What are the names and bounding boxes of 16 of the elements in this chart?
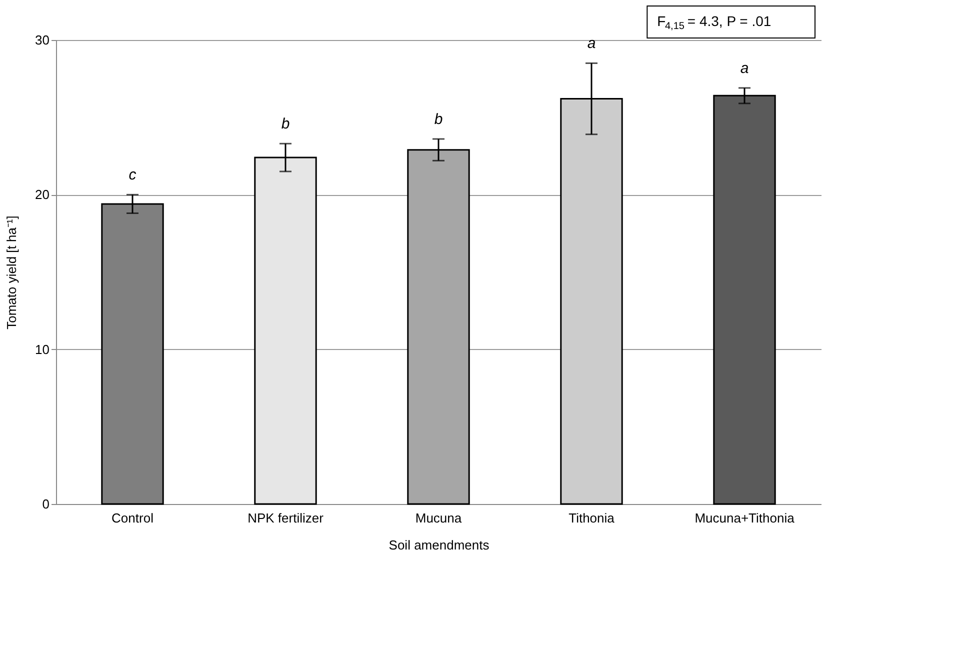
x-tick-label: Mucuna+Tithonia (694, 510, 796, 526)
y-tick-label: 20 (35, 187, 50, 202)
x-axis-title: Soil amendments (388, 538, 490, 552)
x-tick-label: Tithonia (568, 510, 616, 526)
x-tick-label: Control (112, 510, 154, 526)
y-tick-label: 30 (35, 32, 50, 48)
y-axis-title: Tomato yield [t ha⁻¹] (4, 216, 20, 330)
annotation: b (434, 110, 443, 128)
annotation: b (281, 116, 290, 133)
annotation: a (587, 35, 596, 52)
y-tick-label: 0 (42, 496, 50, 512)
x-tick-label: Mucuna (415, 510, 462, 526)
annotation: a (740, 60, 749, 77)
x-tick-label: NPK fertilizer (248, 510, 324, 526)
annotation: c (128, 166, 137, 184)
y-tick-label: 10 (35, 342, 50, 357)
